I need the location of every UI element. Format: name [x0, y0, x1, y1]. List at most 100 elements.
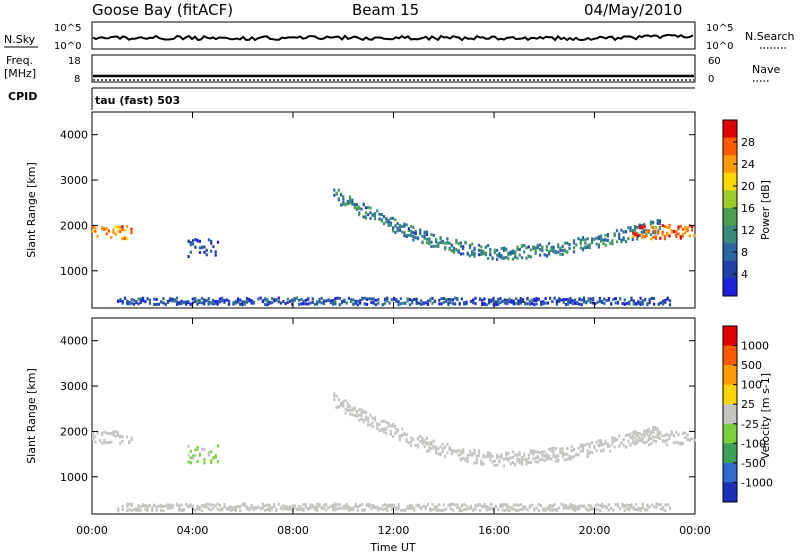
heatmap-cell: [482, 249, 485, 253]
heatmap-cell: [604, 441, 607, 445]
heatmap-cell: [309, 301, 312, 305]
y-tick-label: 1000: [60, 265, 88, 278]
heatmap-cell: [410, 229, 413, 233]
heatmap-cell: [374, 303, 378, 307]
heatmap-cell: [586, 449, 589, 453]
heatmap-cell: [96, 234, 99, 238]
heatmap-cell: [123, 237, 126, 241]
heatmap-cell: [648, 443, 651, 447]
heatmap-cell: [649, 222, 652, 226]
heatmap-cell: [645, 432, 648, 436]
heatmap-cell: [444, 445, 447, 449]
heatmap-cell: [606, 444, 609, 448]
heatmap-cell: [520, 459, 524, 463]
heatmap-cell: [633, 225, 637, 228]
heatmap-cell: [192, 242, 195, 246]
heatmap-cell: [344, 399, 347, 403]
heatmap-cell: [291, 298, 294, 302]
heatmap-cell: [656, 219, 659, 223]
heatmap-cell: [433, 505, 436, 509]
heatmap-cell: [209, 301, 212, 304]
heatmap-cell: [445, 300, 448, 304]
heatmap-cell: [437, 241, 440, 245]
heatmap-cell: [455, 238, 458, 242]
heatmap-cell: [661, 233, 664, 236]
heatmap-cell: [243, 300, 246, 304]
heatmap-cell: [475, 458, 478, 462]
heatmap-cell: [382, 419, 386, 423]
heatmap-cell: [586, 454, 589, 458]
heatmap-cell: [403, 234, 406, 238]
figure-title: Goose Bay (fitACF): [92, 1, 233, 19]
heatmap-cell: [135, 507, 138, 511]
heatmap-cell: [582, 296, 586, 300]
heatmap-cell: [536, 450, 539, 454]
heatmap-cell: [457, 249, 460, 253]
heatmap-cell: [567, 505, 570, 509]
heatmap-cell: [622, 236, 625, 240]
heatmap-cell: [657, 436, 660, 439]
heatmap-cell: [525, 462, 528, 466]
heatmap-cell: [320, 506, 323, 510]
heatmap-cell: [560, 298, 563, 302]
heatmap-cell: [171, 297, 174, 301]
heatmap-cell: [536, 246, 539, 250]
heatmap-cell: [666, 232, 669, 236]
heatmap-cell: [291, 504, 294, 508]
colorbar-swatch: [723, 384, 737, 405]
heatmap-cell: [684, 226, 687, 229]
heatmap-cell: [684, 436, 687, 440]
heatmap-cell: [523, 457, 526, 461]
heatmap-cell: [295, 508, 298, 512]
heatmap-cell: [517, 299, 520, 303]
heatmap-cell: [643, 230, 646, 234]
heatmap-cell: [598, 297, 601, 300]
heatmap-cell: [350, 298, 353, 302]
heatmap-cell: [189, 303, 192, 307]
heatmap-cell: [593, 237, 596, 241]
heatmap-cell: [544, 509, 547, 513]
heatmap-cell: [351, 407, 354, 411]
heatmap-cell: [401, 230, 404, 234]
heatmap-cell: [241, 300, 244, 304]
heatmap-cell: [322, 503, 326, 507]
heatmap-cell: [638, 431, 641, 435]
heatmap-cell: [659, 503, 662, 507]
heatmap-cell: [456, 297, 459, 300]
heatmap-cell: [453, 449, 456, 453]
heatmap-cell: [507, 459, 510, 463]
heatmap-cell: [243, 302, 246, 306]
heatmap-cell: [508, 300, 511, 304]
heatmap-cell: [450, 452, 453, 456]
heatmap-cell: [668, 299, 672, 303]
heatmap-cell: [658, 219, 661, 223]
heatmap-cell: [613, 439, 616, 443]
heatmap-cell: [392, 216, 395, 220]
heatmap-cell: [153, 504, 156, 508]
heatmap-cell: [548, 447, 551, 451]
heatmap-cell: [198, 453, 201, 457]
heatmap-cell: [139, 297, 142, 301]
heatmap-cell: [340, 203, 343, 207]
heatmap-cell: [468, 246, 472, 250]
heatmap-cell: [631, 434, 634, 438]
heatmap-cell: [632, 441, 635, 445]
heatmap-cell: [576, 507, 579, 511]
power-colorbar-label: Power [dB]: [759, 180, 772, 240]
heatmap-cell: [381, 504, 384, 508]
heatmap-cell: [628, 302, 631, 306]
heatmap-cell: [142, 296, 145, 300]
heatmap-cell: [607, 508, 610, 512]
heatmap-cell: [430, 446, 433, 450]
heatmap-cell: [214, 300, 217, 303]
heatmap-cell: [169, 297, 172, 301]
heatmap-cell: [451, 298, 454, 302]
heatmap-cell: [259, 507, 262, 510]
heatmap-cell: [416, 236, 420, 240]
heatmap-cell: [539, 248, 542, 252]
heatmap-cell: [178, 508, 181, 512]
heatmap-cell: [293, 504, 296, 508]
heatmap-cell: [266, 299, 269, 303]
heatmap-cell: [580, 504, 583, 508]
